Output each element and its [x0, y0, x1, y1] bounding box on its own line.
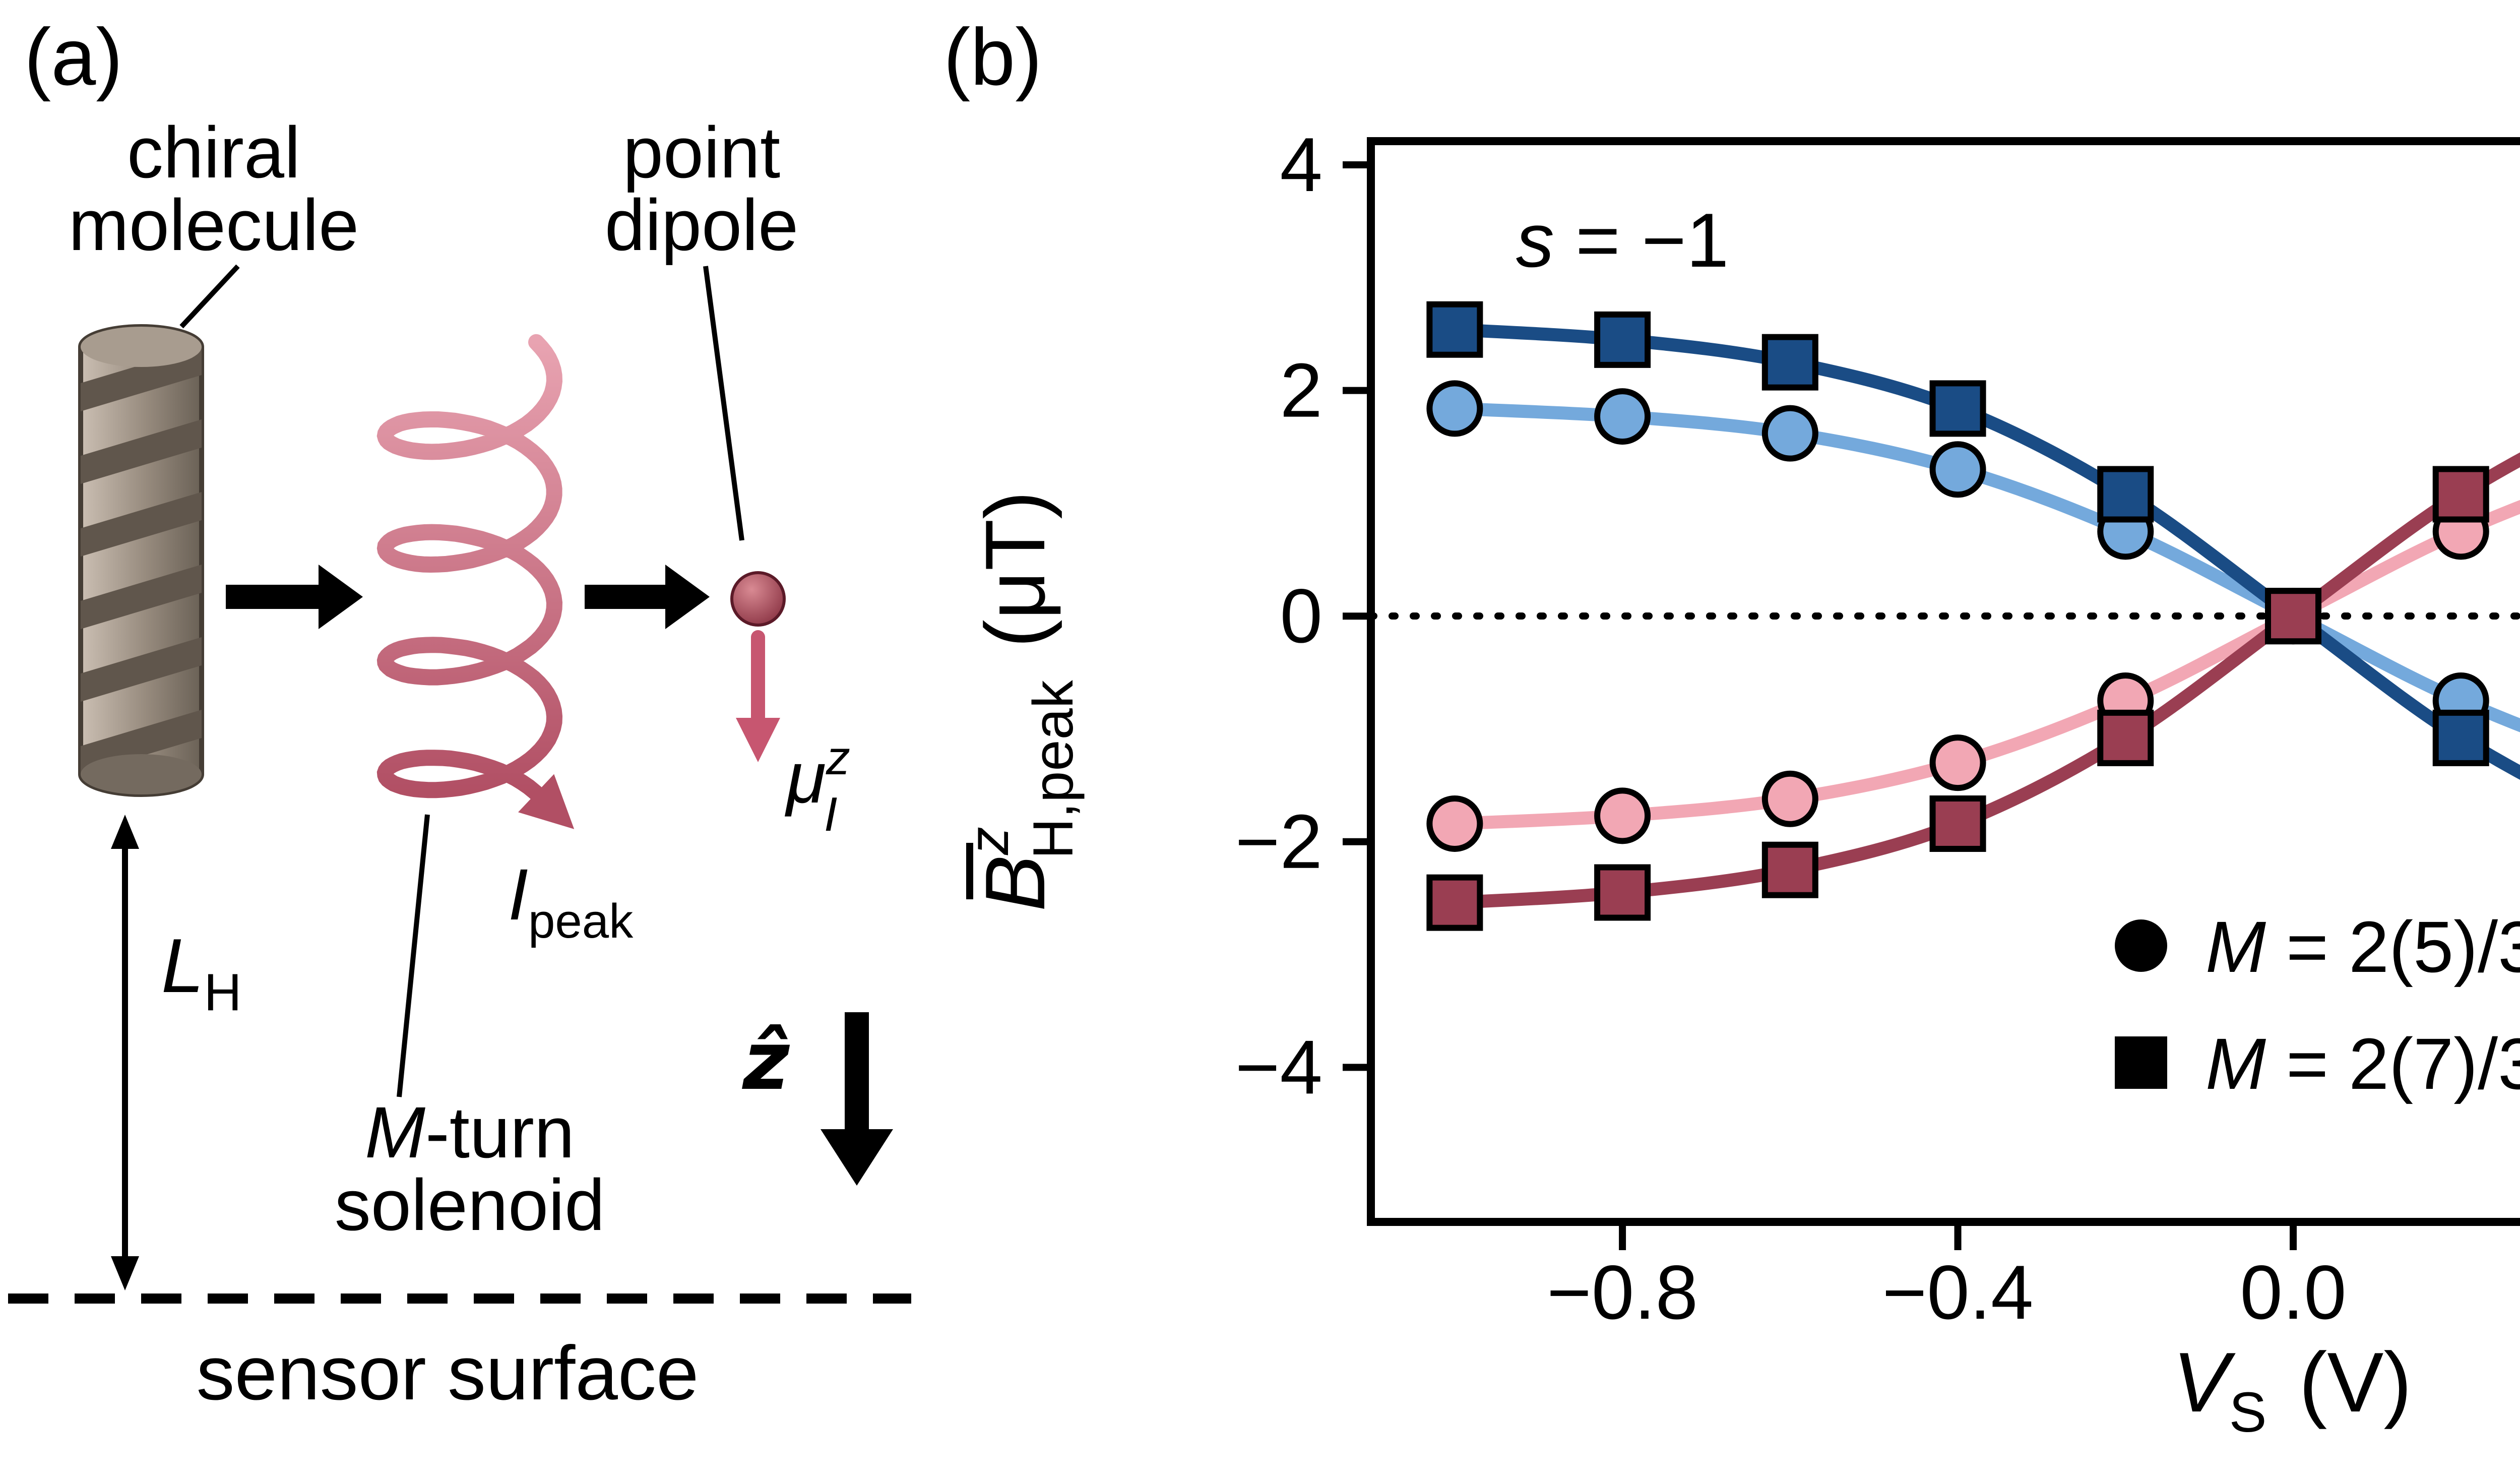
- panel-a-diagram: (a) chiral molecule point dipole: [8, 12, 911, 1416]
- moment-subscript: I: [824, 787, 838, 841]
- data-point-square: [1594, 311, 1651, 368]
- data-point-circle: [1761, 770, 1818, 827]
- y-tick-label: −4: [1235, 1024, 1322, 1110]
- arrow-molecule-to-solenoid: [226, 565, 363, 629]
- helix-stripe: [81, 419, 202, 484]
- helix-stripe: [81, 565, 202, 629]
- moment-symbol: μ: [784, 737, 826, 818]
- chiral-molecule-graphic: [78, 324, 204, 797]
- data-point-square: [1426, 874, 1483, 931]
- data-point-square: [1594, 864, 1651, 921]
- axes: −0.8−0.40.00.40.8420−2−4: [1235, 122, 2520, 1335]
- solenoid-label-line2: solenoid: [335, 1164, 605, 1246]
- moment-superscript: z: [826, 731, 850, 785]
- legend-marker-square: [2115, 1036, 2167, 1089]
- x-tick-label: −0.8: [1547, 1250, 1698, 1335]
- y-tick-label: 2: [1280, 348, 1322, 434]
- molecule-top-cap: [81, 327, 202, 367]
- sensor-surface-label: sensor surface: [197, 1330, 699, 1416]
- legend: M = 2(5)/3.6 M = 2(7)/3.6: [2115, 906, 2520, 1104]
- y-axis-label-group: Bz H,peak (μT): [957, 491, 1085, 911]
- series-markers: [1426, 301, 2489, 931]
- molecule-bottom-cap: [81, 754, 202, 794]
- chiral-molecule-label-line2: molecule: [69, 184, 359, 266]
- x-tick-label: −0.4: [1882, 1250, 2034, 1335]
- x-axis-symbol: V: [2173, 1335, 2236, 1430]
- current-symbol: I: [508, 854, 528, 935]
- x-axis-unit: (V): [2299, 1335, 2412, 1430]
- current-subscript: peak: [528, 894, 634, 948]
- dipole-label-pointer-line: [703, 266, 744, 541]
- data-point-square: [2097, 466, 2154, 523]
- z-axis-label: ẑ: [741, 1014, 790, 1108]
- x-axis-subscript: S: [2229, 1381, 2267, 1444]
- chiral-molecule-label-line1: chiral: [127, 112, 300, 193]
- y-axis-superscript: z: [957, 827, 1020, 855]
- data-point-square: [1426, 301, 1483, 358]
- data-point-square: [1929, 380, 1986, 437]
- data-point-circle: [1426, 380, 1483, 437]
- data-point-square: [1929, 795, 1986, 852]
- height-label: LH: [161, 923, 242, 1022]
- point-dipole-sphere: [730, 571, 786, 627]
- point-dipole-label-line2: dipole: [605, 184, 798, 266]
- y-axis-unit: (μT): [968, 491, 1062, 648]
- solenoid-label-pointer-line: [397, 814, 430, 1097]
- helix-stripe: [81, 492, 202, 557]
- panel-b-chart: (b) −0.8−0.40.00.40.8420−2−4 s = −1s = +…: [943, 12, 2520, 1444]
- data-point-square: [1761, 841, 1818, 898]
- data-point-circle: [1929, 441, 1986, 498]
- data-point-circle: [1929, 734, 1986, 791]
- solenoid-label-rest: -turn: [425, 1092, 575, 1173]
- x-tick-label: 0.0: [2240, 1250, 2346, 1335]
- y-tick-label: 4: [1280, 122, 1322, 208]
- point-dipole-label-line1: point: [623, 112, 780, 193]
- dipole-moment-arrowhead: [736, 718, 780, 762]
- y-tick-label: 0: [1280, 573, 1322, 659]
- data-point-square: [2432, 709, 2489, 766]
- solenoid-label-line1: M-turn: [365, 1092, 575, 1173]
- annotations: s = −1s = +1: [1516, 198, 1729, 283]
- data-point-square: [2097, 709, 2154, 766]
- y-tick-label: −2: [1235, 799, 1322, 885]
- legend-label: M = 2(7)/3.6: [2206, 1023, 2520, 1104]
- y-axis-symbol: B: [968, 855, 1062, 911]
- chiral-label-pointer-line: [179, 264, 240, 329]
- solenoid-turns-symbol: M: [365, 1092, 425, 1173]
- height-subscript: H: [204, 963, 242, 1022]
- data-point-circle: [1426, 795, 1483, 852]
- series-annotation: s = −1: [1516, 198, 1729, 283]
- solenoid-coil: [376, 334, 563, 802]
- current-arrowhead: [518, 774, 575, 829]
- data-point-circle: [1594, 388, 1651, 445]
- height-symbol: L: [161, 923, 204, 1009]
- plot-frame: [1367, 137, 2520, 1226]
- height-arrowhead-bottom: [111, 1256, 139, 1290]
- arrow-solenoid-to-dipole: [585, 565, 710, 629]
- data-point-square: [2432, 466, 2489, 523]
- panel-b-label: (b): [943, 12, 1042, 102]
- y-axis-subscript: H,peak: [1022, 680, 1085, 859]
- data-point-circle: [1594, 787, 1651, 844]
- x-axis-label: VS (V): [2173, 1335, 2412, 1444]
- z-axis-arrow: [821, 1012, 893, 1186]
- current-label: Ipeak: [508, 854, 634, 948]
- data-point-circle: [1761, 405, 1818, 462]
- data-point-square: [2265, 588, 2321, 645]
- dipole-moment-label: μz I: [784, 731, 850, 841]
- legend-marker-circle: [2115, 919, 2167, 972]
- legend-label: M = 2(5)/3.6: [2206, 906, 2520, 988]
- helix-stripe: [81, 637, 202, 702]
- height-arrowhead-top: [111, 815, 139, 849]
- panel-a-label: (a): [24, 12, 123, 102]
- y-axis-label: Bz H,peak (μT): [957, 491, 1085, 911]
- data-point-square: [1761, 334, 1818, 391]
